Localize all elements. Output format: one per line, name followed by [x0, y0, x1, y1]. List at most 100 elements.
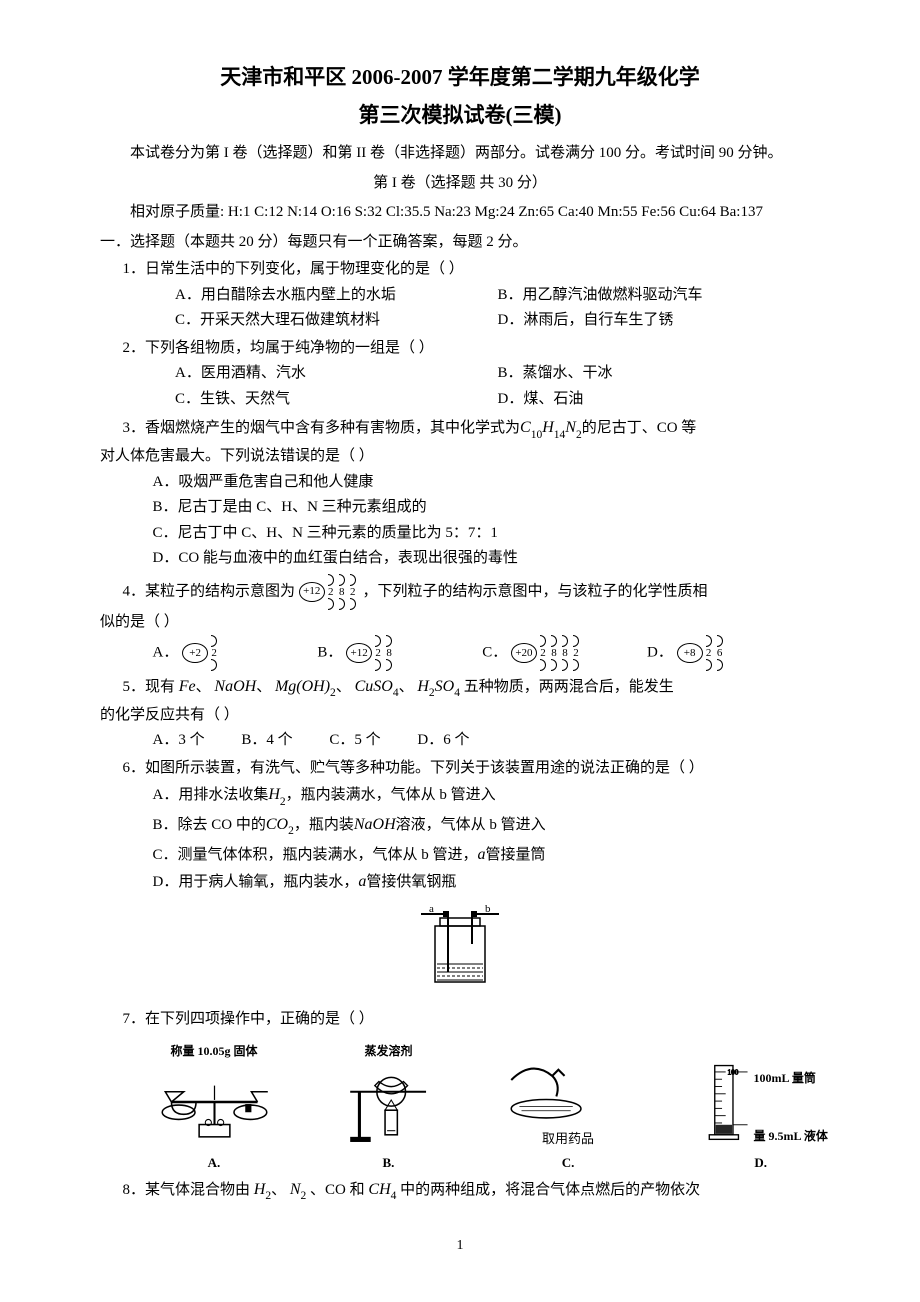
q4-stem-post: ，下列粒子的结构示意图中，与该粒子的化学性质相 — [363, 583, 708, 599]
question-4: 4．某粒子的结构示意图为 +12 2 8 2 ，下列粒子的结构示意图中，与该粒子… — [123, 574, 821, 610]
q2-opt-c: C．生铁、天然气 — [175, 387, 498, 413]
sep: 、 — [196, 679, 211, 695]
formula-co2: CO2 — [266, 816, 294, 833]
q5-opt-d: D．6 个 — [417, 728, 469, 754]
q3-opt-a: A．吸烟严重危害自己和他人健康 — [153, 470, 821, 496]
question-7: 7．在下列四项操作中，正确的是（ ） — [123, 1007, 821, 1033]
q7-fig-c: 取用药品 C. — [501, 1039, 634, 1174]
q1-stem: 1．日常生活中的下列变化，属于物理变化的是（ ） — [123, 257, 821, 283]
q2-opt-d: D．煤、石油 — [498, 387, 821, 413]
title-main: 天津市和平区 2006-2007 学年度第二学期九年级化学 — [100, 60, 820, 96]
q4-opt-b: B． +12 2 8 — [317, 635, 482, 671]
var-a: a — [478, 846, 486, 863]
formula-mgoh2: Mg(OH)2 — [275, 678, 336, 695]
q6a-pre: A．用排水法收集 — [153, 787, 269, 803]
q4-cont: 似的是（ ） — [100, 610, 820, 636]
take-reagent-icon — [501, 1039, 634, 1121]
q6-gas-bottle-figure: a b — [100, 902, 820, 1002]
electron-shell-icon: 8 — [337, 574, 347, 610]
q6-stem: 6．如图所示装置，有洗气、贮气等多种功能。下列关于该装置用途的说法正确的是（ ） — [123, 756, 821, 782]
q7-stem: 7．在下列四项操作中，正确的是（ ） — [123, 1007, 821, 1033]
sep: 、 — [336, 679, 351, 695]
atomic-mass-list: 相对原子质量: H:1 C:12 N:14 O:16 S:32 Cl:35.5 … — [100, 200, 820, 226]
q7-lab-c: C. — [501, 1152, 634, 1174]
q7-lab-b: B. — [342, 1152, 434, 1174]
q2-opt-a: A．医用酒精、汽水 — [175, 361, 498, 387]
question-8: 8．某气体混合物由 H2、 N2 、CO 和 CH4 中的两种组成，将混合气体点… — [123, 1176, 821, 1206]
q4-opt-a: A． +2 2 — [153, 635, 318, 671]
section-label-part1: 第 I 卷（选择题 共 30 分） — [100, 171, 820, 197]
formula-ch4: CH4 — [368, 1181, 396, 1198]
sep: 、 — [399, 679, 414, 695]
q6d-pre: D．用于病人输氧，瓶内装水， — [153, 874, 359, 890]
q7-cap-a: 称量 10.05g 固体 — [153, 1041, 276, 1061]
atom-diagram-b: +12 2 8 — [346, 635, 395, 671]
q7-cap-c: 取用药品 — [501, 1128, 634, 1150]
electron-shell-icon: 2 — [704, 635, 714, 671]
q7-cap-d-bot: 量 9.5mL 液体 — [754, 1126, 844, 1146]
q8-mid1: 、CO 和 — [310, 1182, 365, 1198]
exam-intro: 本试卷分为第 I 卷（选择题）和第 II 卷（非选择题）两部分。试卷满分 100… — [100, 141, 820, 167]
q7-fig-d: 100 100mL 量筒 量 9.5mL 液体 D. — [702, 1061, 820, 1174]
q6b-pre: B．除去 CO 中的 — [153, 817, 266, 833]
formula-cuso4: CuSO4 — [355, 678, 399, 695]
q1-opt-c: C．开采天然大理石做建筑材料 — [175, 308, 498, 334]
electron-shell-icon: 2 — [373, 635, 383, 671]
q3-opt-d: D．CO 能与血液中的血红蛋白结合，表现出很强的毒性 — [153, 546, 821, 572]
electron-shell-icon: 2 — [538, 635, 548, 671]
question-2: 2．下列各组物质，均属于纯净物的一组是（ ） A．医用酒精、汽水 B．蒸馏水、干… — [123, 336, 821, 413]
electron-shell-icon: 2 — [348, 574, 358, 610]
evaporating-dish-icon — [342, 1061, 434, 1143]
page-number: 1 — [100, 1234, 820, 1258]
question-3: 3．香烟燃烧产生的烟气中含有多种有害物质，其中化学式为C10H14N2的尼古丁、… — [123, 414, 821, 444]
sep: 、 — [256, 679, 271, 695]
q3-cont: 对人体危害最大。下列说法错误的是（ ） — [100, 444, 820, 470]
q5-opt-c: C．5 个 — [329, 728, 380, 754]
q1-opt-d: D．淋雨后，自行车生了锈 — [498, 308, 821, 334]
q2-opt-b: B．蒸馏水、干冰 — [498, 361, 821, 387]
atom-diagram-a: +2 2 — [182, 635, 220, 671]
formula-h2-b: H2 — [254, 1181, 271, 1198]
q3-opt-b: B．尼古丁是由 C、H、N 三种元素组成的 — [153, 495, 821, 521]
q5-opt-b: B．4 个 — [241, 728, 292, 754]
question-5: 5．现有 Fe、 NaOH、 Mg(OH)2、 CuSO4、 H2SO4 五种物… — [123, 673, 821, 703]
q4-stem-pre: 4．某粒子的结构示意图为 — [123, 583, 296, 599]
q4-opt-d-label: D． — [647, 645, 673, 661]
q8-stem-post: 中的两种组成，将混合气体点燃后的产物依次 — [400, 1182, 700, 1198]
balance-scale-icon — [153, 1061, 276, 1143]
q7-fig-a: 称量 10.05g 固体 A. — [153, 1041, 276, 1175]
q6a-post: ，瓶内装满水，气体从 b 管进入 — [286, 787, 496, 803]
electron-shell-icon: 8 — [560, 635, 570, 671]
sep: 、 — [271, 1182, 286, 1198]
formula-n2: N2 — [290, 1181, 306, 1198]
question-6: 6．如图所示装置，有洗气、贮气等多种功能。下列关于该装置用途的说法正确的是（ ）… — [123, 756, 821, 896]
q6b-post: 溶液，气体从 b 管进入 — [396, 817, 546, 833]
q8-stem-pre: 8．某气体混合物由 — [123, 1182, 251, 1198]
formula-naoh: NaOH — [214, 678, 256, 695]
q4-opt-c: C． +20 2 8 8 2 — [482, 635, 647, 671]
nucleus-icon: +12 — [346, 643, 372, 663]
q5-stem-post: 五种物质，两两混合后，能发生 — [464, 679, 674, 695]
q6-opt-c: C．测量气体体积，瓶内装满水，气体从 b 管进，a管接量筒 — [153, 841, 821, 869]
question-1: 1．日常生活中的下列变化，属于物理变化的是（ ） A．用白醋除去水瓶内壁上的水垢… — [123, 257, 821, 334]
q6-opt-d: D．用于病人输氧，瓶内装水，a管接供氧钢瓶 — [153, 868, 821, 896]
nucleus-icon: +20 — [511, 643, 537, 663]
q6d-post: 管接供氧钢瓶 — [366, 874, 456, 890]
formula-h2so4: H2SO4 — [417, 678, 460, 695]
q5-cont: 的化学反应共有（ ） — [100, 703, 820, 729]
q6c-pre: C．测量气体体积，瓶内装满水，气体从 b 管进， — [153, 847, 478, 863]
q7-lab-d: D. — [702, 1152, 820, 1174]
formula-h2: H2 — [268, 786, 285, 803]
q2-stem: 2．下列各组物质，均属于纯净物的一组是（ ） — [123, 336, 821, 362]
electron-shell-icon: 2 — [326, 574, 336, 610]
electron-shell-icon: 8 — [384, 635, 394, 671]
q1-opt-a: A．用白醋除去水瓶内壁上的水垢 — [175, 283, 498, 309]
q7-cap-b: 蒸发溶剂 — [342, 1041, 434, 1061]
formula-fe: Fe — [179, 678, 196, 695]
electron-shell-icon: 2 — [209, 635, 219, 671]
q5-stem-pre: 5．现有 — [123, 679, 176, 695]
q4-opt-d: D． +8 2 6 — [647, 635, 812, 671]
q7-lab-a: A. — [153, 1152, 276, 1174]
q3-stem-pre: 3．香烟燃烧产生的烟气中含有多种有害物质，其中化学式为 — [123, 420, 521, 436]
q6-opt-a: A．用排水法收集H2，瓶内装满水，气体从 b 管进入 — [153, 781, 821, 811]
